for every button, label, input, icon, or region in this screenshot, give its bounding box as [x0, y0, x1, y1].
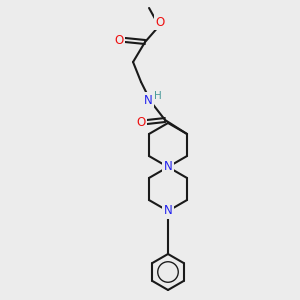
Text: N: N — [164, 205, 172, 218]
Text: N: N — [164, 160, 172, 173]
Text: O: O — [114, 34, 124, 46]
Text: O: O — [136, 116, 146, 128]
Text: H: H — [154, 91, 162, 101]
Text: O: O — [155, 16, 165, 28]
Text: N: N — [144, 94, 152, 106]
